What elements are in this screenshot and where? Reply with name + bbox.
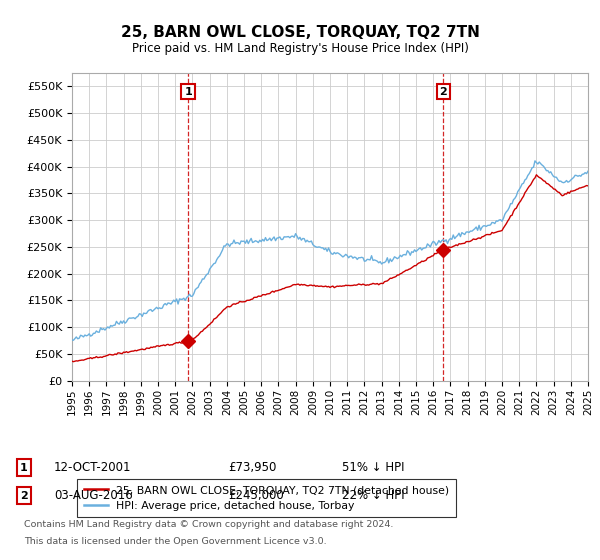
Legend: 25, BARN OWL CLOSE, TORQUAY, TQ2 7TN (detached house), HPI: Average price, detac: 25, BARN OWL CLOSE, TORQUAY, TQ2 7TN (de…: [77, 479, 456, 517]
Text: £245,000: £245,000: [228, 489, 284, 502]
Text: £73,950: £73,950: [228, 461, 277, 474]
Text: Contains HM Land Registry data © Crown copyright and database right 2024.: Contains HM Land Registry data © Crown c…: [24, 520, 394, 529]
Text: 2: 2: [439, 87, 447, 96]
Text: 12-OCT-2001: 12-OCT-2001: [54, 461, 131, 474]
Text: This data is licensed under the Open Government Licence v3.0.: This data is licensed under the Open Gov…: [24, 537, 326, 546]
Text: 22% ↓ HPI: 22% ↓ HPI: [342, 489, 404, 502]
Text: 03-AUG-2016: 03-AUG-2016: [54, 489, 133, 502]
Text: 1: 1: [20, 463, 28, 473]
Text: Price paid vs. HM Land Registry's House Price Index (HPI): Price paid vs. HM Land Registry's House …: [131, 42, 469, 55]
Text: 1: 1: [184, 87, 192, 96]
Text: 51% ↓ HPI: 51% ↓ HPI: [342, 461, 404, 474]
Text: 2: 2: [20, 491, 28, 501]
Text: 25, BARN OWL CLOSE, TORQUAY, TQ2 7TN: 25, BARN OWL CLOSE, TORQUAY, TQ2 7TN: [121, 25, 479, 40]
